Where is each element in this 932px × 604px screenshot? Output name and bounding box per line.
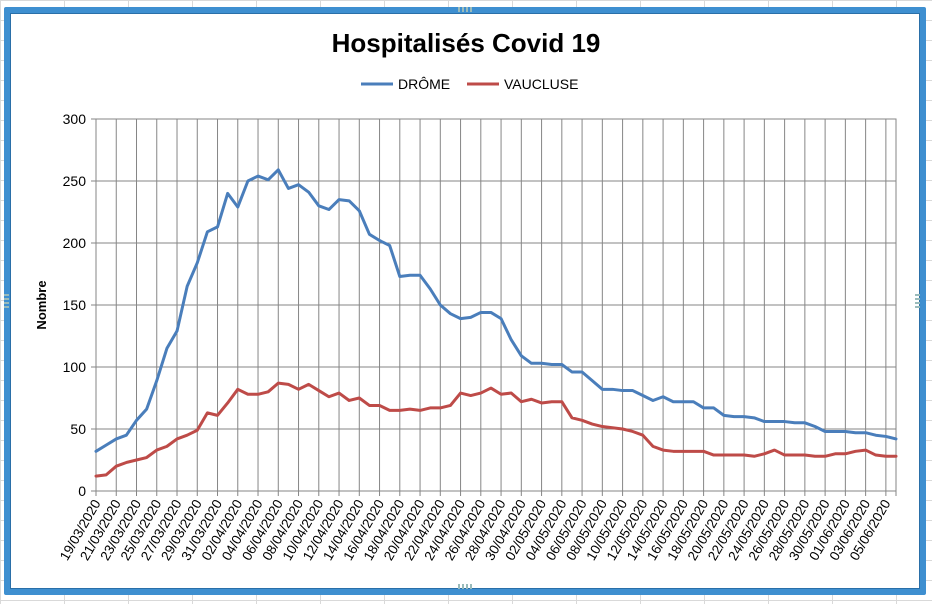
- y-tick-label: 250: [63, 173, 87, 189]
- resize-handle-bottom[interactable]: [458, 584, 472, 589]
- series-line-vaucluse: [94, 381, 898, 478]
- resize-handle-left[interactable]: [4, 294, 9, 308]
- grid: [91, 118, 897, 496]
- series-lines: [94, 168, 898, 478]
- legend-label: VAUCLUSE: [504, 76, 578, 92]
- resize-handle-top[interactable]: [458, 7, 472, 12]
- y-tick-label: 200: [63, 235, 87, 251]
- y-axis-label: Nombre: [34, 280, 49, 329]
- y-axis-ticks: 0 50 100 150 200 250 300: [63, 111, 87, 499]
- legend-label: DRÔME: [398, 76, 450, 92]
- x-axis-ticks: 19/03/202021/03/202023/03/202025/03/2020…: [57, 497, 894, 563]
- y-tick-label: 100: [63, 359, 87, 375]
- legend: DRÔME VAUCLUSE: [361, 76, 578, 92]
- series-line-dr-me: [94, 168, 898, 453]
- y-tick-label: 50: [70, 421, 86, 437]
- chart-title: Hospitalisés Covid 19: [331, 28, 601, 58]
- chart-area[interactable]: [4, 7, 926, 595]
- resize-handle-right[interactable]: [915, 294, 920, 308]
- y-tick-label: 300: [63, 111, 87, 127]
- y-tick-label: 150: [63, 297, 87, 313]
- y-tick-label: 0: [78, 483, 86, 499]
